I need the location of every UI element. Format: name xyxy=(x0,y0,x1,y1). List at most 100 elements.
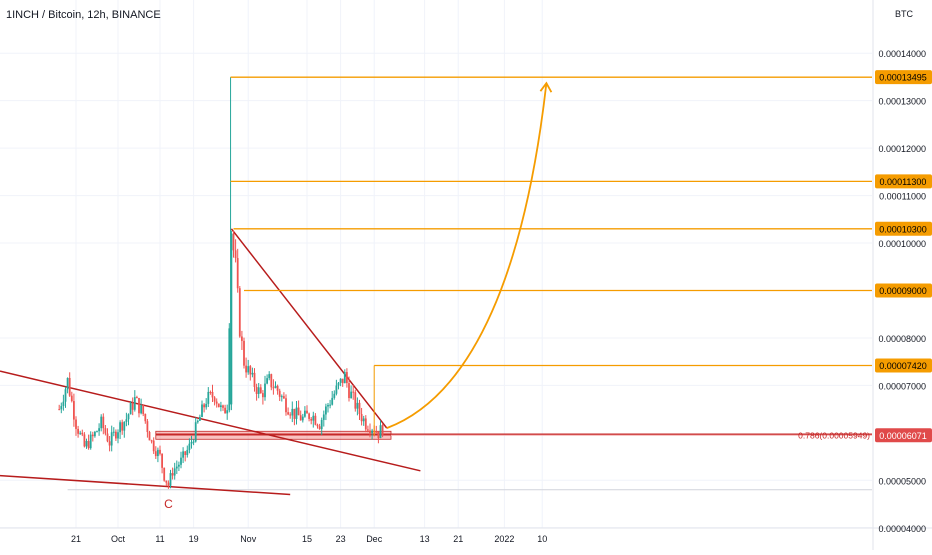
candle-body xyxy=(123,421,126,431)
candle-body xyxy=(62,401,65,407)
candle-body xyxy=(213,397,216,402)
candle-body xyxy=(146,421,149,433)
candle-body xyxy=(247,366,250,373)
candle-body xyxy=(228,328,231,411)
candle-body xyxy=(81,432,84,435)
candle-body xyxy=(308,413,310,419)
candle-body xyxy=(325,406,327,415)
wedge-lower-trendline xyxy=(0,474,291,496)
candle-body xyxy=(333,393,336,398)
candle-body xyxy=(272,387,275,389)
candle-body xyxy=(150,440,153,442)
candle-body xyxy=(268,374,271,379)
candle-body xyxy=(318,426,321,430)
candle-body xyxy=(104,428,107,434)
candle-body xyxy=(73,401,75,420)
candle-body xyxy=(255,386,258,394)
candle-body xyxy=(79,432,82,434)
candle-body xyxy=(178,464,180,467)
wave-label: C xyxy=(164,497,173,511)
candle-body xyxy=(257,387,260,394)
x-tick-label: 13 xyxy=(420,534,430,544)
current-price-badge xyxy=(875,428,932,443)
candle-body xyxy=(280,396,283,398)
candle-body xyxy=(287,412,289,415)
candle-body xyxy=(230,233,233,405)
candle-body xyxy=(367,429,369,431)
projection-arrow xyxy=(386,83,548,429)
candle-body xyxy=(320,419,323,430)
y-tick-label: 0.00012000 xyxy=(878,144,926,154)
y-tick-label: 0.00004000 xyxy=(878,524,926,534)
price-level-label: 0.00013495 xyxy=(879,73,927,83)
candle-body xyxy=(278,390,281,397)
price-level-badge xyxy=(875,283,932,298)
y-tick-label: 0.00007000 xyxy=(878,381,926,391)
candle-body xyxy=(87,440,90,449)
candle-body xyxy=(322,414,325,420)
candle-body xyxy=(184,451,187,455)
candle-body xyxy=(100,416,103,429)
candle-body xyxy=(285,398,287,413)
candle-body xyxy=(354,392,357,409)
candle-body xyxy=(299,415,302,421)
candle-body xyxy=(343,372,346,384)
descending-trendline xyxy=(230,228,388,429)
candle-body xyxy=(68,378,71,396)
candle-body xyxy=(96,431,98,433)
candle-body xyxy=(205,403,208,408)
candle-body xyxy=(276,385,279,391)
candle-body xyxy=(377,431,380,439)
candle-body xyxy=(335,385,338,394)
wedge-upper-trendline xyxy=(0,370,421,472)
candle-body xyxy=(329,404,331,406)
candle-body xyxy=(375,431,378,433)
candle-body xyxy=(60,406,63,410)
candle-body xyxy=(310,418,313,421)
price-level-badge xyxy=(875,221,932,236)
candle-body xyxy=(173,468,176,476)
x-tick-label: 21 xyxy=(453,534,463,544)
candle-body xyxy=(259,387,262,394)
candle-body xyxy=(226,410,229,414)
candle-body xyxy=(138,397,140,414)
candle-body xyxy=(209,391,212,393)
price-level-label: 0.00007420 xyxy=(879,361,927,371)
candle-body xyxy=(159,449,161,454)
candle-body xyxy=(127,414,130,420)
candle-body xyxy=(140,405,142,414)
candle-body xyxy=(241,336,243,341)
candle-body xyxy=(362,418,365,422)
x-tick-label: 19 xyxy=(189,534,199,544)
x-tick-label: Oct xyxy=(111,534,126,544)
candle-body xyxy=(352,391,355,393)
candle-body xyxy=(224,407,226,414)
x-tick-label: 2022 xyxy=(494,534,514,544)
candle-body xyxy=(75,419,77,429)
candle-body xyxy=(245,365,247,373)
candle-body xyxy=(238,288,241,337)
candle-body xyxy=(167,482,170,486)
candle-body xyxy=(234,250,237,259)
candle-body xyxy=(129,403,132,415)
candle-body xyxy=(356,402,359,409)
y-tick-label: 0.00014000 xyxy=(878,49,926,59)
candle-body xyxy=(381,425,384,436)
candle-body xyxy=(217,403,220,408)
candle-body xyxy=(121,422,124,431)
candle-body xyxy=(115,431,117,439)
x-tick-label: 11 xyxy=(155,534,164,544)
x-tick-label: 23 xyxy=(336,534,346,544)
candle-body xyxy=(117,432,119,439)
candle-body xyxy=(110,432,113,446)
candle-body xyxy=(131,403,134,410)
candle-body xyxy=(85,440,88,447)
candle-body xyxy=(66,378,69,390)
candle-body xyxy=(194,422,197,442)
y-tick-label: 0.00008000 xyxy=(878,334,926,344)
candle-body xyxy=(175,466,178,469)
candle-body xyxy=(220,405,222,408)
candle-body xyxy=(91,434,94,437)
